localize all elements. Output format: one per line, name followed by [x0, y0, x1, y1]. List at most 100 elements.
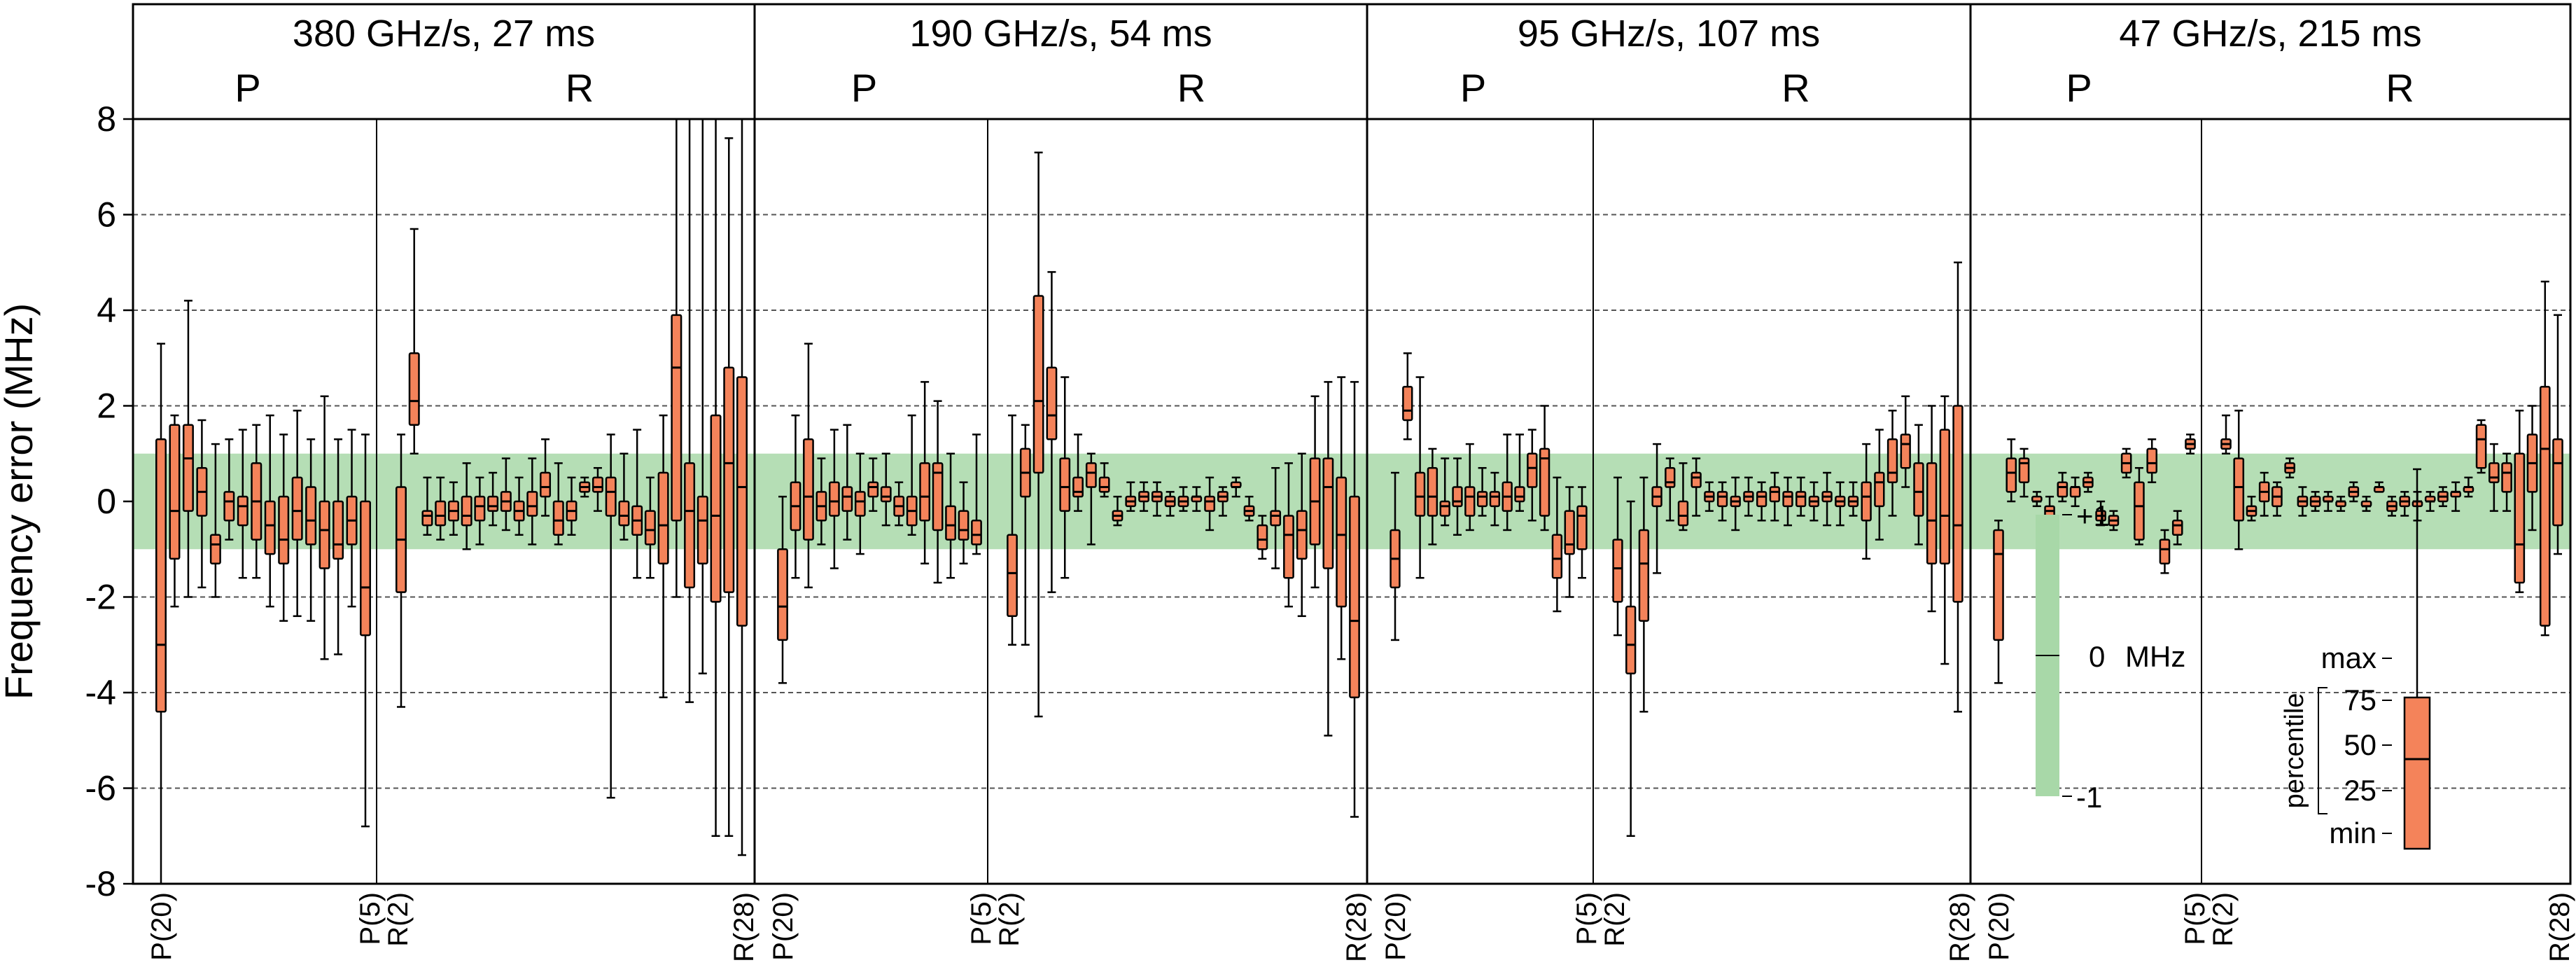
box-plot: [671, 118, 682, 598]
box-plot: [1782, 476, 1793, 527]
box-plot: [696, 118, 708, 674]
box: [867, 481, 879, 498]
box-plot: [723, 137, 735, 837]
box: [2501, 462, 2512, 493]
box: [1782, 491, 1793, 508]
box: [2539, 385, 2551, 627]
box-plot: [1464, 443, 1476, 532]
box: [1059, 457, 1071, 512]
x-tick-label: P(20): [1984, 892, 2015, 961]
box-plot: [447, 481, 459, 536]
box: [1072, 476, 1084, 498]
box: [264, 500, 276, 555]
box: [932, 462, 944, 532]
box: [1756, 491, 1768, 508]
box-plot: [1164, 491, 1176, 517]
y-tick-label: 8: [97, 99, 116, 139]
box-plot: [919, 381, 931, 564]
box: [1098, 476, 1110, 493]
box-plot: [2171, 510, 2183, 546]
box-plot: [278, 433, 290, 622]
branch-label-r: R: [1782, 66, 1809, 110]
branch-label-p: P: [234, 66, 260, 110]
box-plot: [2399, 491, 2411, 517]
panel-title: 190 GHz/s, 54 ms: [909, 13, 1212, 55]
box-plot: [1138, 481, 1149, 512]
box-plot: [169, 414, 181, 608]
box-plot: [1638, 476, 1650, 713]
box: [605, 476, 617, 517]
box-plot: [1704, 481, 1715, 512]
x-tick-label: P(20): [1380, 892, 1411, 961]
box: [540, 471, 552, 498]
box: [1427, 466, 1438, 517]
box-plot: [841, 424, 853, 541]
box-plot: [196, 419, 208, 589]
box-plot: [435, 476, 447, 541]
box-plot: [2095, 500, 2106, 527]
y-tick-label: -4: [85, 673, 116, 712]
band-legend-middle: 0: [2089, 640, 2105, 673]
x-tick-label: P(5): [966, 892, 997, 945]
box-legend-box: [2403, 696, 2431, 850]
box-plot: [332, 438, 344, 655]
box: [2018, 457, 2030, 483]
box: [1032, 295, 1044, 474]
y-tick-label: 4: [97, 291, 116, 330]
x-tick-label: R(28): [1945, 892, 1975, 961]
box: [487, 495, 499, 512]
box: [155, 438, 167, 713]
box: [880, 486, 892, 503]
box: [1452, 486, 1463, 508]
box-plot: [408, 228, 420, 454]
box-plot: [906, 414, 918, 536]
branch-label-r: R: [2386, 66, 2414, 110]
box: [1476, 491, 1488, 508]
box: [2475, 424, 2487, 469]
box-plot: [1821, 471, 1833, 527]
box-plot: [2348, 481, 2360, 503]
box: [1886, 438, 1898, 483]
box-plot: [1349, 381, 1360, 818]
box: [1349, 495, 1360, 699]
box: [1564, 510, 1575, 555]
box: [1638, 529, 1650, 622]
box: [1769, 486, 1780, 503]
box-plot: [1439, 457, 1450, 527]
box-plot: [487, 471, 499, 527]
box-plot: [1256, 515, 1268, 560]
box: [526, 491, 538, 517]
box-plot: [566, 476, 578, 536]
panel-title: 95 GHz/s, 107 ms: [1518, 13, 1820, 55]
box: [1514, 486, 1525, 503]
box: [305, 486, 317, 546]
box: [1539, 447, 1550, 517]
box-plot: [971, 433, 982, 555]
box: [2134, 481, 2145, 541]
box: [710, 414, 722, 603]
box-plot: [1690, 457, 1702, 517]
box-plot: [2159, 529, 2171, 574]
box-plot: [318, 395, 330, 660]
box-plot: [2108, 510, 2120, 532]
box: [1861, 481, 1872, 522]
box-plot: [2552, 314, 2563, 555]
box: [671, 314, 682, 522]
box-plot: [2220, 414, 2232, 454]
box-plot: [644, 476, 656, 579]
box-plot: [1125, 481, 1137, 512]
box-plot: [2005, 438, 2017, 503]
box-plot: [777, 495, 788, 684]
box-plot: [1514, 433, 1525, 512]
box-plot: [2246, 495, 2258, 522]
box-plot: [2437, 486, 2449, 508]
box-plot: [1322, 381, 1334, 737]
box-plot: [1527, 429, 1538, 522]
box: [1204, 495, 1216, 512]
box-plot: [1743, 476, 1754, 517]
box: [919, 462, 931, 522]
x-tick-label: P(20): [768, 892, 799, 961]
branch-label-p: P: [2066, 66, 2092, 110]
box-plot: [1402, 352, 1413, 440]
